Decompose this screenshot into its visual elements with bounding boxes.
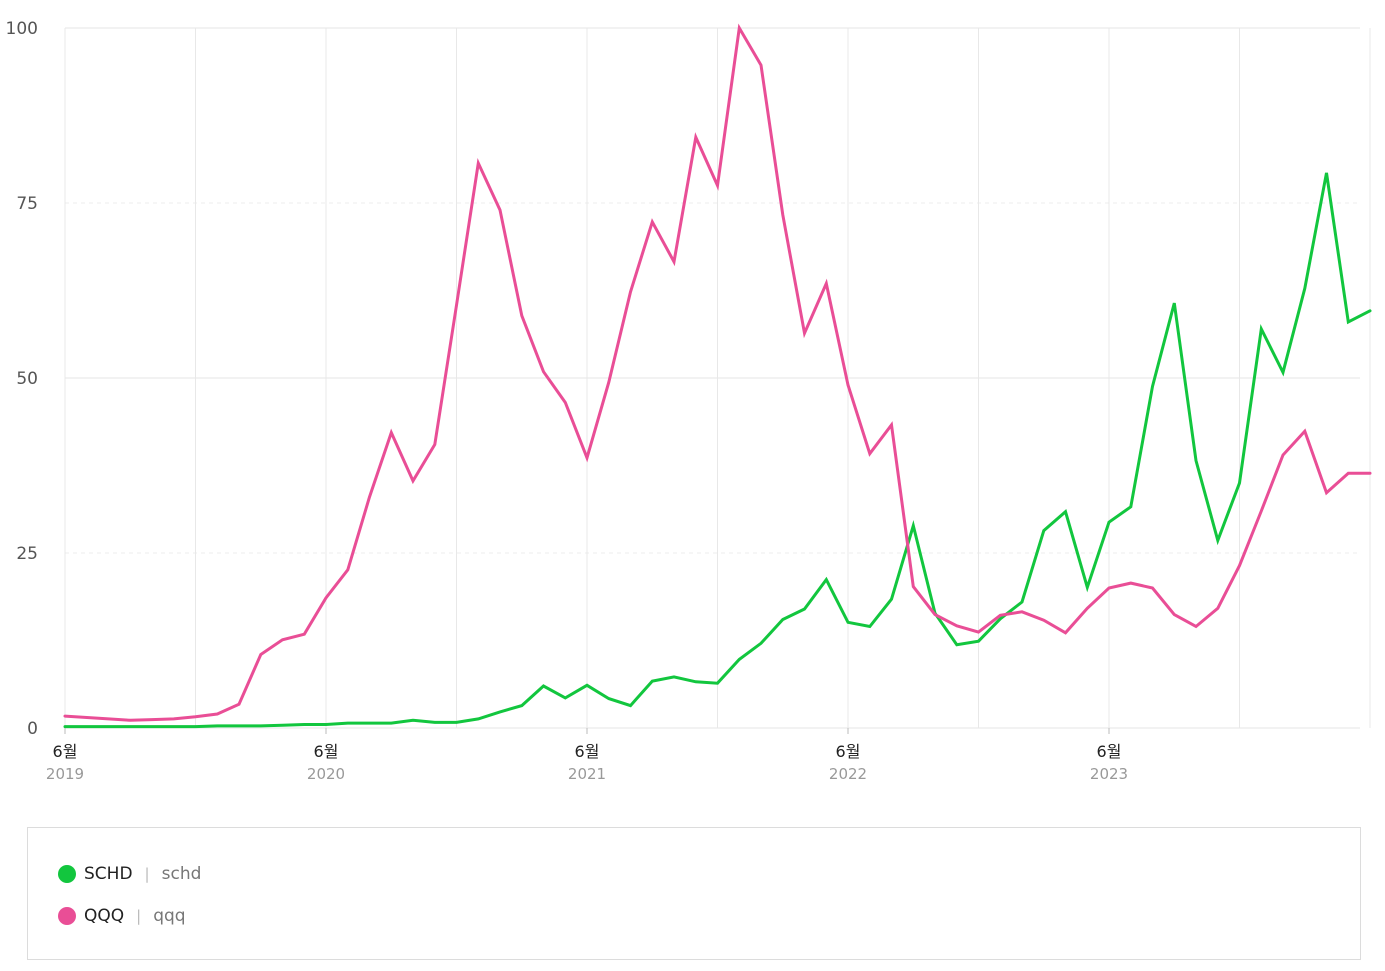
series-line-schd — [63, 172, 1372, 729]
y-tick-label: 25 — [16, 544, 38, 564]
legend-series-name: QQQ — [84, 906, 125, 926]
grid — [64, 27, 1371, 729]
legend-search-term: schd — [161, 864, 202, 884]
y-tick-label: 0 — [27, 719, 38, 739]
legend-separator: | — [136, 907, 142, 925]
legend-item-qqq[interactable]: QQQ | qqq — [58, 904, 186, 928]
x-tick-month-label: 6월 — [314, 742, 339, 761]
legend-search-term: qqq — [153, 906, 186, 926]
legend: SCHD | schd QQQ | qqq — [27, 827, 1361, 960]
x-tick-year-label: 2019 — [46, 765, 84, 783]
legend-item-schd[interactable]: SCHD | schd — [58, 862, 201, 886]
legend-separator: | — [144, 865, 150, 883]
axes: 0 25 50 75 100 6월 2019 6월 2020 6월 2021 6월 2022 6월 2023 — [6, 19, 1129, 783]
x-tick-year-label: 2023 — [1090, 765, 1128, 783]
series — [63, 23, 1372, 729]
legend-series-name: SCHD — [84, 864, 133, 884]
y-tick-label: 50 — [16, 369, 38, 389]
x-tick-month-label: 6월 — [1097, 742, 1122, 761]
x-tick-year-label: 2021 — [568, 765, 606, 783]
qqq-dot-icon — [58, 907, 76, 925]
x-tick-year-label: 2020 — [307, 765, 345, 783]
x-tick-month-label: 6월 — [836, 742, 861, 761]
x-tick-year-label: 2022 — [829, 765, 867, 783]
series-line-qqq — [63, 23, 1372, 722]
x-tick-month-label: 6월 — [575, 742, 600, 761]
trend-chart: 0 25 50 75 100 6월 2019 6월 2020 6월 2021 6월 2022 6월 2023 — [6, 19, 1372, 783]
y-tick-label: 100 — [6, 19, 38, 39]
y-tick-label: 75 — [16, 194, 38, 214]
schd-dot-icon — [58, 865, 76, 883]
x-tick-month-label: 6월 — [53, 742, 78, 761]
